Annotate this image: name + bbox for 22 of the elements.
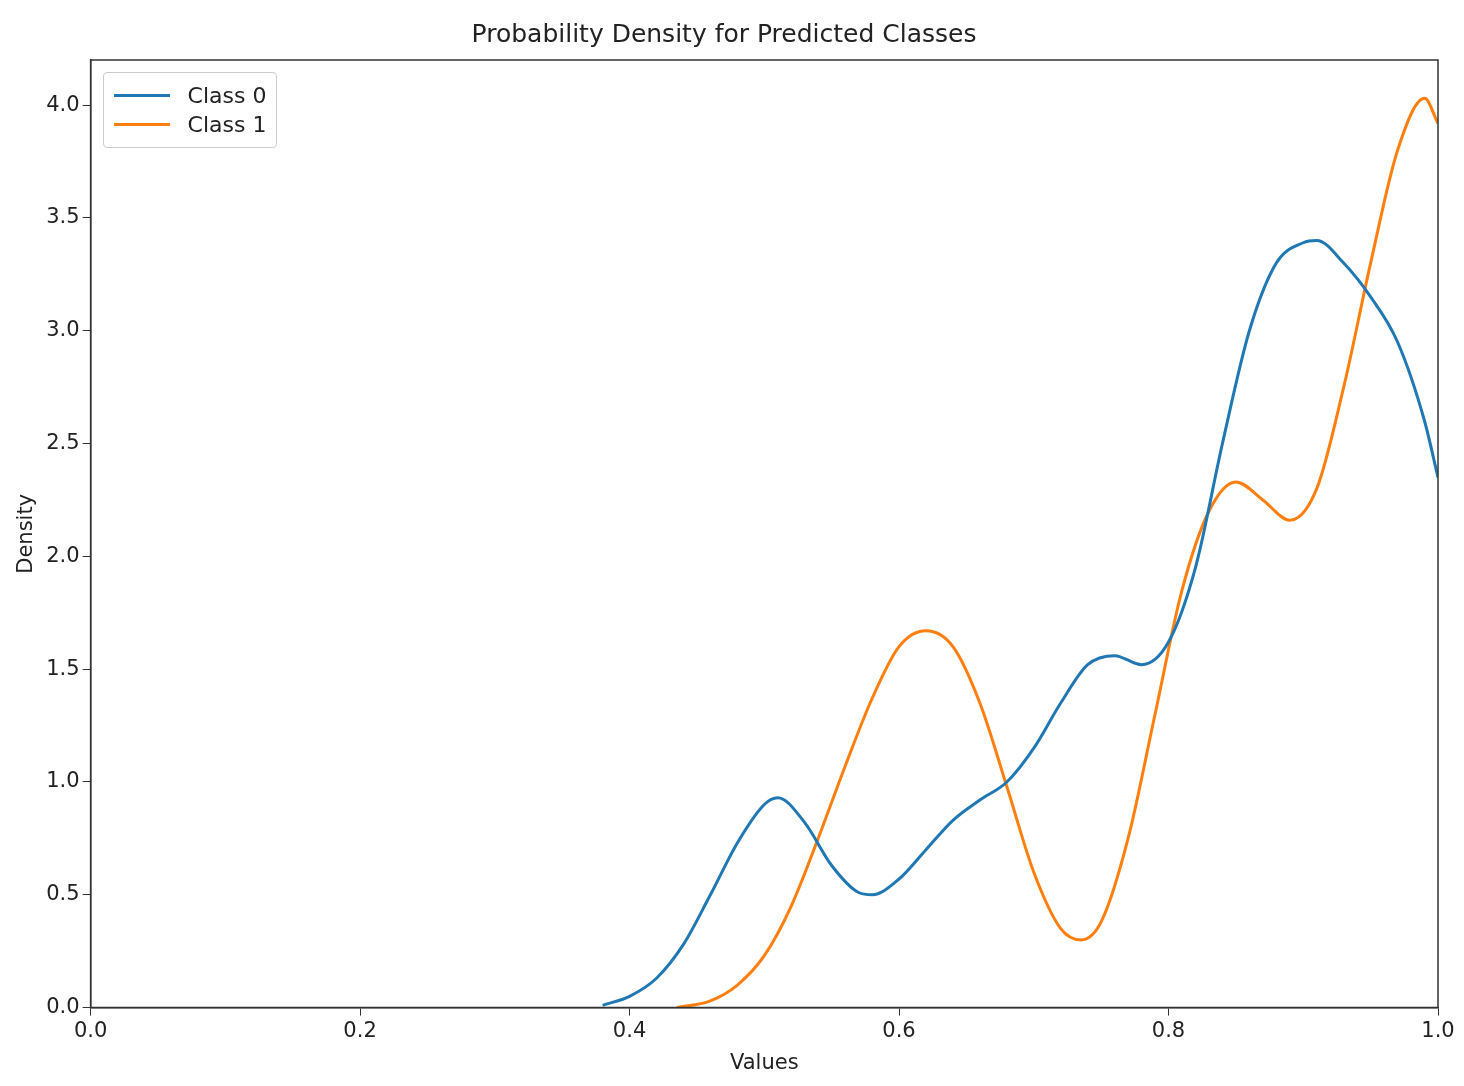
x-tick-label: 0.0: [73, 1017, 108, 1042]
y-tick-label: 2.5: [46, 430, 80, 455]
x-axis-title: Values: [729, 1049, 799, 1074]
chart-title: Probability Density for Predicted Classes: [471, 18, 977, 48]
y-tick-label: 0.0: [46, 994, 80, 1019]
y-tick-label: 1.5: [46, 655, 80, 680]
x-tick-label: 0.8: [1151, 1017, 1186, 1042]
x-tick-label: 0.2: [343, 1017, 377, 1042]
y-tick-label: 1.0: [46, 768, 80, 793]
legend-label: Class 0: [187, 83, 267, 108]
x-tick-label: 0.4: [612, 1017, 647, 1042]
line-series: [675, 96, 1438, 1008]
y-tick-label: 3.0: [46, 317, 80, 342]
y-tick-label: 0.5: [46, 881, 80, 906]
y-axis-title: Density: [13, 493, 38, 574]
legend-label: Class 1: [187, 112, 267, 137]
y-tick-label: 3.5: [46, 204, 80, 229]
line-series: [601, 239, 1438, 1007]
x-tick-label: 0.6: [882, 1017, 916, 1042]
x-tick-label: 1.0: [1421, 1017, 1455, 1042]
y-tick-label: 4.0: [46, 91, 80, 116]
y-tick-label: 2.0: [46, 542, 80, 567]
